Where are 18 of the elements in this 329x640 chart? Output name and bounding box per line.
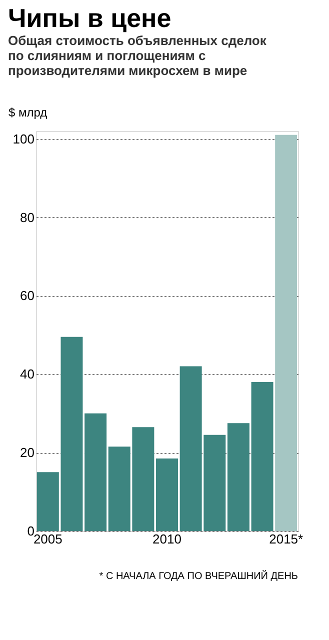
bar xyxy=(275,134,298,531)
chart-title: Чипы в цене xyxy=(8,3,172,33)
chart-subtitle: Общая стоимость объявленных сделок по слияниям и поглощениям с производителями микросхем в мире xyxy=(8,33,267,78)
bar xyxy=(156,458,178,531)
x-tick-label: 2005 xyxy=(33,532,62,546)
y-tick-label: 0 xyxy=(27,524,34,538)
y-axis-title: $ млрд xyxy=(8,106,48,120)
y-tick-label: 20 xyxy=(20,445,34,460)
y-tick-label: 40 xyxy=(20,366,34,382)
x-tick-label: 2015* xyxy=(269,532,304,546)
y-tick-label: 60 xyxy=(20,288,34,304)
bar xyxy=(84,413,107,531)
bar xyxy=(227,423,250,531)
y-tick-label: 80 xyxy=(20,210,34,225)
text: * С НАЧАЛА ГОДА ПО ВЧЕРАШНИЙ ДЕНЬ xyxy=(99,569,298,582)
y-tick-label: 100 xyxy=(12,131,34,146)
x-tick-label: 2010 xyxy=(152,532,182,546)
bar xyxy=(251,382,274,531)
